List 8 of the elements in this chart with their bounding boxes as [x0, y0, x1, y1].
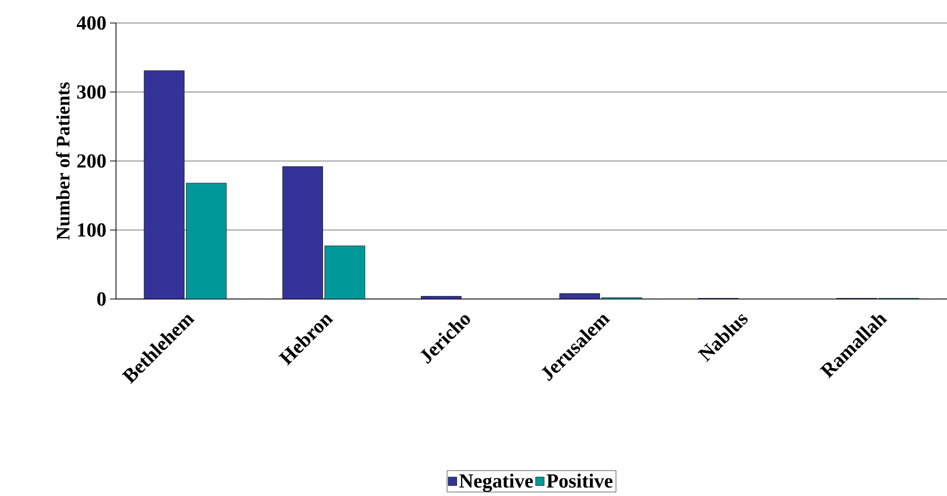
- y-tick-label: 0: [97, 292, 106, 306]
- y-tick-label: 400: [76, 16, 106, 30]
- y-tick-label: 300: [77, 85, 106, 99]
- legend-label: Negative: [459, 474, 533, 492]
- y-tick-label: 100: [78, 223, 106, 237]
- y-tick-label: 200: [77, 154, 106, 168]
- y-axis-title: Number of Patients: [56, 82, 70, 240]
- legend-label: Positive: [546, 474, 612, 488]
